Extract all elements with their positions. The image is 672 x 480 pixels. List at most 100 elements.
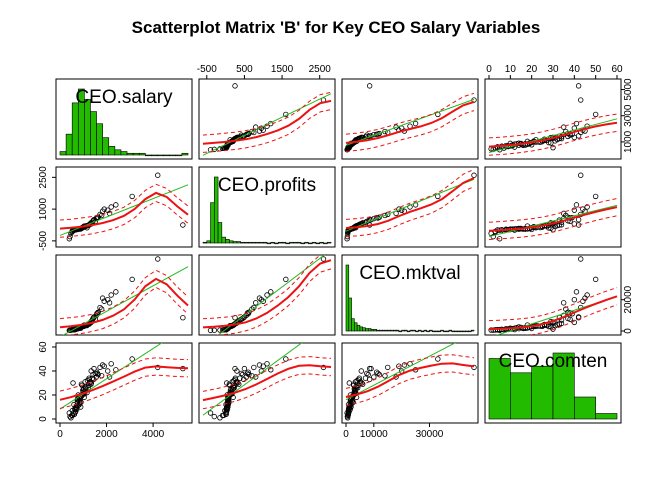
hist-bar-CEO.profits — [296, 241, 302, 244]
point-CEO.salary-vs-CEO.profits — [211, 146, 217, 153]
hist-bar-CEO.mktval — [390, 329, 394, 332]
point-CEO.profits-vs-CEO.comten — [584, 204, 590, 210]
point-CEO.salary-vs-CEO.mktval — [375, 131, 381, 137]
hist-bar-CEO.mktval — [354, 322, 358, 332]
point-CEO.comten-vs-CEO.salary — [70, 380, 76, 386]
hist-bar-CEO.mktval — [367, 328, 372, 332]
hist-bar-CEO.mktval — [381, 329, 386, 332]
chart-title: Scatterplot Matrix 'B' for Key CEO Salar… — [131, 18, 541, 37]
x-axis-comten-tick-label: 30 — [547, 64, 559, 75]
x-axis-comten-tick-label: 20 — [526, 64, 538, 75]
hist-bar-CEO.mktval — [468, 330, 472, 333]
hist-bar-CEO.profits — [289, 241, 294, 244]
point-CEO.comten-vs-CEO.mktval — [364, 370, 370, 377]
hist-bar-CEO.mktval — [395, 329, 400, 332]
hist-bar-CEO.profits — [270, 241, 275, 244]
smooth-lower-CEO.mktval-CEO.comten — [525, 304, 618, 335]
smooth-upper-CEO.comten-CEO.mktval — [345, 354, 475, 389]
hist-bar-CEO.salary — [108, 146, 116, 156]
point-CEO.profits-vs-CEO.salary — [180, 222, 186, 228]
smooth-lower-CEO.salary-CEO.comten — [488, 130, 618, 156]
point-CEO.comten-vs-CEO.mktval — [382, 373, 388, 379]
hist-bar-CEO.mktval — [348, 297, 352, 332]
point-CEO.comten-vs-CEO.mktval — [345, 411, 352, 417]
y-axis-profits-tick-label: 2500 — [38, 166, 49, 189]
panel-CEO.salary-CEO.profits — [198, 78, 336, 160]
point-CEO.comten-vs-CEO.profits — [237, 375, 243, 381]
smooth-upper-CEO.profits-CEO.salary — [59, 183, 189, 221]
point-CEO.comten-vs-CEO.salary — [69, 412, 76, 419]
x-axis-comten-tick-label: 10 — [505, 64, 517, 75]
smooth-line-CEO.mktval-CEO.comten — [488, 295, 618, 331]
hist-bar-CEO.profits — [300, 242, 305, 245]
hist-bar-CEO.salary — [71, 102, 79, 156]
panel-CEO.mktval-CEO.profits — [198, 254, 336, 336]
hist-bar-CEO.profits — [281, 241, 287, 244]
point-CEO.comten-vs-CEO.profits — [238, 370, 245, 377]
hist-bar-CEO.mktval — [345, 264, 350, 332]
x-axis-comten-tick-label: 60 — [611, 64, 623, 75]
point-CEO.comten-vs-CEO.profits — [264, 361, 270, 367]
point-CEO.comten-vs-CEO.profits — [251, 364, 257, 371]
hist-bar-CEO.profits — [319, 241, 324, 244]
hist-bar-CEO.profits — [274, 242, 279, 245]
hist-bar-CEO.profits — [244, 241, 249, 244]
linear-fit-CEO.salary-CEO.mktval — [345, 98, 475, 146]
smooth-lower-CEO.profits-CEO.mktval — [345, 186, 475, 238]
diag-label-CEO.salary: CEO.salary — [75, 87, 173, 108]
hist-bar-CEO.profits — [285, 242, 290, 245]
linear-fit-CEO.salary-CEO.profits — [202, 93, 332, 156]
smooth-upper-CEO.profits-CEO.comten — [488, 198, 618, 223]
smooth-line-CEO.salary-CEO.profits — [202, 99, 332, 145]
smooth-lower-CEO.mktval-CEO.salary — [63, 286, 189, 335]
hist-bar-CEO.mktval — [470, 329, 475, 332]
hist-bar-CEO.mktval — [362, 327, 366, 332]
panel-CEO.comten-CEO.mktval — [341, 342, 479, 424]
point-CEO.salary-vs-CEO.profits — [244, 131, 251, 137]
smooth-lower-CEO.salary-CEO.mktval — [345, 110, 475, 152]
hist-bar-CEO.salary — [102, 137, 110, 156]
hist-bar-CEO.mktval — [351, 318, 355, 332]
point-CEO.comten-vs-CEO.profits — [256, 362, 263, 368]
point-CEO.mktval-vs-CEO.profits — [320, 256, 327, 262]
diag-label-CEO.profits: CEO.profits — [218, 175, 316, 196]
hist-bar-CEO.mktval — [376, 329, 380, 332]
hist-bar-CEO.mktval — [434, 330, 439, 333]
hist-bar-CEO.salary — [65, 133, 73, 156]
point-CEO.comten-vs-CEO.profits — [239, 371, 246, 378]
x-axis-profits-tick-label: 2500 — [309, 64, 332, 75]
y-axis-salary-tick-label: 5000 — [623, 78, 634, 101]
point-CEO.comten-vs-CEO.mktval — [347, 403, 353, 409]
point-CEO.salary-vs-CEO.comten — [550, 144, 556, 151]
point-CEO.comten-vs-CEO.salary — [105, 368, 111, 374]
point-CEO.mktval-vs-CEO.comten — [573, 289, 580, 295]
hist-bar-CEO.profits — [232, 241, 238, 244]
point-CEO.profits-vs-CEO.mktval — [398, 207, 405, 213]
hist-bar-CEO.comten — [531, 365, 554, 420]
point-CEO.salary-vs-CEO.comten — [573, 120, 580, 127]
smooth-line-CEO.salary-CEO.mktval — [345, 100, 475, 144]
point-CEO.salary-vs-CEO.profits — [232, 83, 238, 89]
point-CEO.profits-vs-CEO.comten — [592, 193, 599, 200]
point-CEO.profits-vs-CEO.salary — [105, 207, 111, 213]
point-CEO.mktval-vs-CEO.profits — [207, 327, 214, 334]
point-CEO.comten-vs-CEO.salary — [82, 386, 89, 392]
y-axis-comten-tick-label: 60 — [38, 341, 49, 353]
hist-bar-CEO.comten — [552, 352, 575, 420]
y-axis-profits-tick-label: 1000 — [38, 198, 49, 221]
smooth-line-CEO.profits-CEO.mktval — [345, 177, 475, 229]
point-CEO.mktval-vs-CEO.salary — [97, 304, 103, 311]
point-CEO.mktval-vs-CEO.salary — [155, 256, 161, 262]
hist-bar-CEO.mktval — [370, 329, 375, 332]
point-CEO.mktval-vs-CEO.profits — [251, 304, 257, 311]
point-CEO.salary-vs-CEO.profits — [264, 123, 270, 129]
smooth-upper-CEO.mktval-CEO.salary — [59, 269, 189, 320]
panel-CEO.mktval-CEO.salary — [55, 254, 193, 336]
point-CEO.comten-vs-CEO.profits — [226, 381, 233, 387]
x-axis-salary-tick-label: 0 — [57, 429, 63, 440]
hist-bar-CEO.profits — [266, 242, 272, 245]
point-CEO.salary-vs-CEO.comten — [548, 140, 554, 146]
point-CEO.comten-vs-CEO.profits — [241, 365, 248, 372]
point-CEO.comten-vs-CEO.mktval — [471, 364, 477, 371]
hist-bar-CEO.profits — [206, 240, 211, 244]
